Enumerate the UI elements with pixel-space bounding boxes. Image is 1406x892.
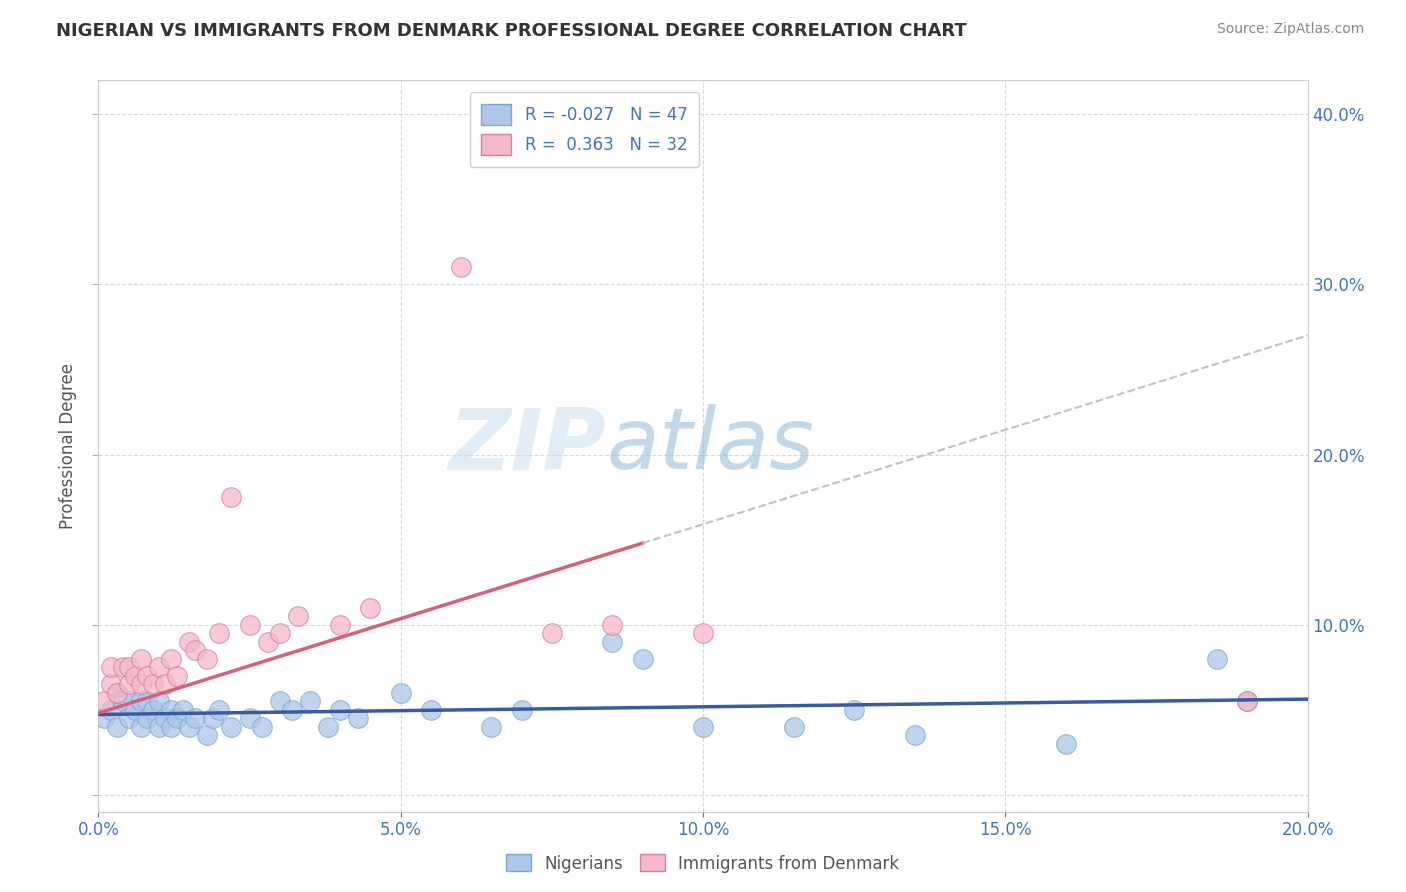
Text: Source: ZipAtlas.com: Source: ZipAtlas.com	[1216, 22, 1364, 37]
Legend: R = -0.027   N = 47, R =  0.363   N = 32: R = -0.027 N = 47, R = 0.363 N = 32	[470, 92, 699, 167]
Point	[129, 651, 152, 665]
Point	[179, 720, 201, 734]
Point	[142, 703, 165, 717]
Point	[118, 660, 141, 674]
Point	[256, 634, 278, 648]
Point	[540, 626, 562, 640]
Point	[153, 677, 176, 691]
Point	[287, 609, 309, 624]
Point	[172, 703, 194, 717]
Point	[111, 660, 134, 674]
Point	[105, 720, 128, 734]
Point	[105, 686, 128, 700]
Point	[118, 694, 141, 708]
Point	[129, 677, 152, 691]
Point	[100, 677, 122, 691]
Point	[631, 651, 654, 665]
Point	[118, 677, 141, 691]
Point	[129, 694, 152, 708]
Point	[269, 626, 291, 640]
Point	[602, 634, 624, 648]
Point	[1206, 651, 1229, 665]
Point	[195, 651, 218, 665]
Point	[148, 720, 170, 734]
Text: ZIP: ZIP	[449, 404, 606, 488]
Point	[184, 643, 207, 657]
Point	[269, 694, 291, 708]
Point	[195, 728, 218, 742]
Point	[1236, 694, 1258, 708]
Point	[179, 634, 201, 648]
Point	[142, 677, 165, 691]
Point	[481, 720, 503, 734]
Point	[160, 651, 183, 665]
Point	[129, 720, 152, 734]
Point	[135, 711, 157, 725]
Point	[250, 720, 273, 734]
Point	[135, 694, 157, 708]
Point	[329, 617, 352, 632]
Point	[135, 668, 157, 682]
Point	[148, 694, 170, 708]
Point	[783, 720, 806, 734]
Text: NIGERIAN VS IMMIGRANTS FROM DENMARK PROFESSIONAL DEGREE CORRELATION CHART: NIGERIAN VS IMMIGRANTS FROM DENMARK PROF…	[56, 22, 967, 40]
Point	[100, 703, 122, 717]
Point	[153, 711, 176, 725]
Point	[208, 703, 231, 717]
Point	[221, 490, 243, 504]
Point	[602, 617, 624, 632]
Point	[100, 660, 122, 674]
Point	[844, 703, 866, 717]
Point	[450, 260, 472, 275]
Point	[1236, 694, 1258, 708]
Point	[111, 694, 134, 708]
Point	[1054, 737, 1077, 751]
Point	[148, 660, 170, 674]
Point	[166, 668, 188, 682]
Point	[692, 720, 714, 734]
Point	[239, 711, 262, 725]
Point	[360, 600, 382, 615]
Point	[281, 703, 304, 717]
Point	[510, 703, 533, 717]
Legend: Nigerians, Immigrants from Denmark: Nigerians, Immigrants from Denmark	[499, 847, 907, 880]
Point	[329, 703, 352, 717]
Point	[389, 686, 412, 700]
Point	[420, 703, 443, 717]
Point	[118, 711, 141, 725]
Point	[160, 720, 183, 734]
Point	[692, 626, 714, 640]
Point	[239, 617, 262, 632]
Point	[347, 711, 370, 725]
Point	[93, 694, 115, 708]
Point	[124, 668, 146, 682]
Point	[316, 720, 339, 734]
Point	[184, 711, 207, 725]
Text: atlas: atlas	[606, 404, 814, 488]
Point	[202, 711, 225, 725]
Point	[208, 626, 231, 640]
Point	[124, 703, 146, 717]
Point	[105, 686, 128, 700]
Point	[904, 728, 927, 742]
Point	[221, 720, 243, 734]
Y-axis label: Professional Degree: Professional Degree	[59, 363, 77, 529]
Point	[160, 703, 183, 717]
Point	[93, 711, 115, 725]
Point	[166, 711, 188, 725]
Point	[299, 694, 322, 708]
